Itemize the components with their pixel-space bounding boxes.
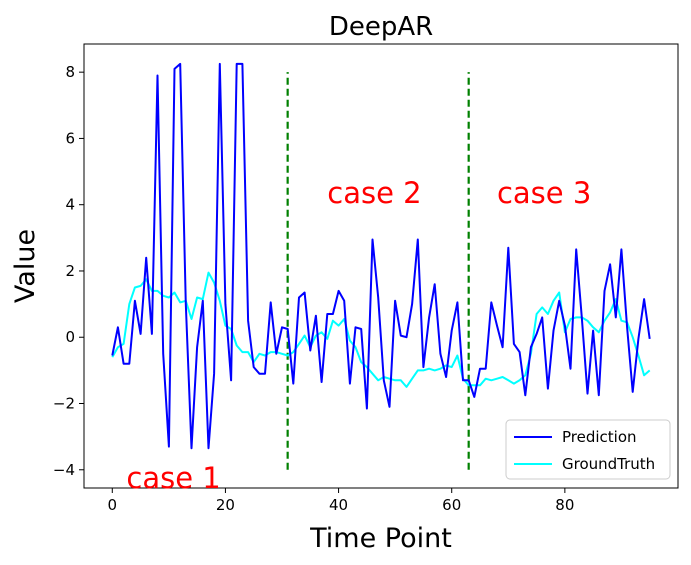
y-axis-label: Value [10, 229, 41, 303]
x-axis-ticks: 0 20 40 60 80 [108, 488, 574, 514]
x-tick-label: 0 [108, 496, 118, 514]
y-tick-label: 8 [65, 63, 75, 81]
x-tick-label: 60 [442, 496, 461, 514]
y-tick-label: 2 [65, 262, 75, 280]
annotations: case 1 case 2 case 3 [126, 176, 591, 495]
chart-title: DeepAR [329, 12, 433, 42]
x-tick-label: 40 [329, 496, 348, 514]
legend-label-prediction: Prediction [562, 428, 637, 446]
x-tick-label: 20 [216, 496, 235, 514]
y-tick-label: −2 [53, 395, 75, 413]
axes-frame [83, 43, 679, 489]
legend-label-groundtruth: GroundTruth [562, 455, 655, 473]
groundtruth-series-line [111, 271, 651, 388]
plot-area [111, 62, 651, 470]
prediction-series-line [111, 62, 651, 450]
y-tick-label: 0 [65, 328, 75, 346]
case-annotation-2: case 2 [327, 176, 421, 210]
y-axis-ticks: −4 −2 0 2 4 6 8 [53, 63, 84, 479]
x-axis-label: Time Point [309, 523, 452, 554]
y-tick-label: 6 [65, 129, 75, 147]
case-annotation-1: case 1 [126, 461, 220, 495]
case-annotation-3: case 3 [497, 176, 591, 210]
y-tick-label: −4 [53, 461, 75, 479]
x-tick-label: 80 [555, 496, 574, 514]
y-tick-label: 4 [65, 196, 75, 214]
legend: Prediction GroundTruth [505, 419, 671, 480]
